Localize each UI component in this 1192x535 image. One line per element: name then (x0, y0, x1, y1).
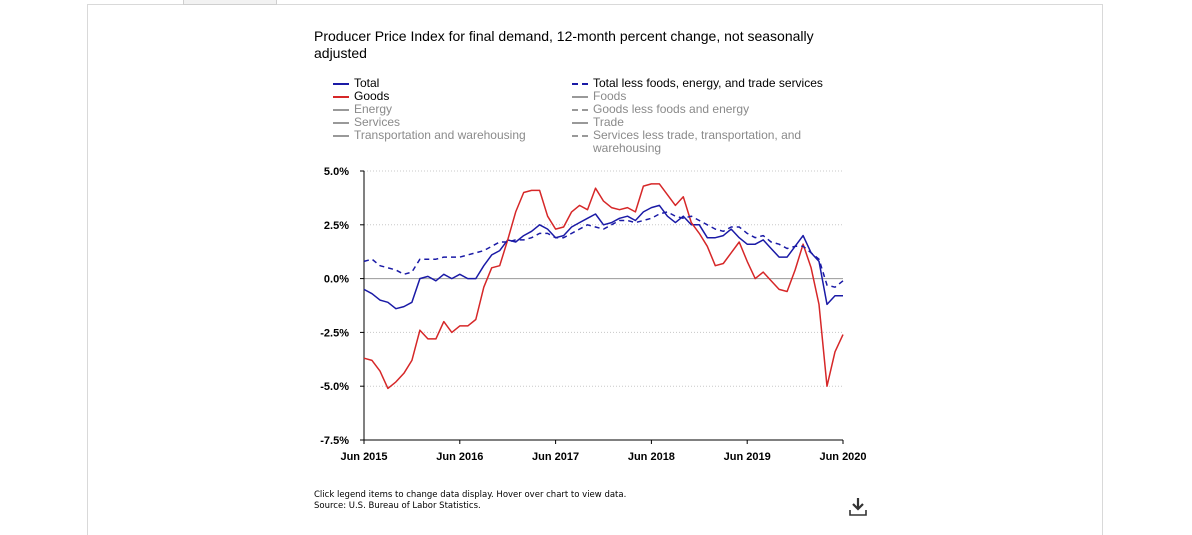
legend-label: Services less trade, transportation, and… (593, 128, 802, 155)
legend-label: Total less foods, energy, and trade serv… (593, 76, 823, 90)
chart-title: Producer Price Index for final demand, 1… (314, 28, 814, 61)
x-tick-label: Jun 2015 (340, 451, 387, 463)
legend-item[interactable]: Goods (333, 90, 563, 103)
legend-swatch (333, 122, 349, 124)
legend-swatch (572, 83, 588, 85)
legend-column-1: Total Goods Energy Services Transportation a… (333, 77, 563, 142)
legend-label: Total (354, 76, 380, 90)
footnote-instructions: Click legend items to change data displa… (314, 490, 627, 500)
x-tick-label: Jun 2017 (532, 451, 579, 463)
legend-swatch (333, 109, 349, 111)
legend-item[interactable]: Foods (572, 90, 852, 103)
legend-label: Goods less foods and energy (593, 102, 750, 116)
y-tick-label: -5.0% (320, 381, 349, 393)
legend-item[interactable]: Trade (572, 116, 852, 129)
series-line-goods (363, 183, 844, 390)
footnote-source: Source: U.S. Bureau of Labor Statistics. (314, 501, 481, 511)
legend-item[interactable]: Total (333, 77, 563, 90)
series-line-total-less-foods-energy-and-trade-services (363, 211, 844, 288)
x-tick-label: Jun 2019 (724, 451, 771, 463)
legend-column-2: Total less foods, energy, and trade serv… (572, 77, 852, 155)
legend-item[interactable]: Energy (333, 103, 563, 116)
legend-label: Services (354, 115, 401, 129)
legend-swatch (572, 109, 588, 111)
y-tick-label: 2.5% (324, 220, 349, 232)
legend-label: Goods (354, 89, 390, 103)
legend-label: Foods (593, 89, 627, 103)
y-tick-label: -2.5% (320, 327, 349, 339)
download-icon[interactable] (847, 495, 869, 517)
legend-swatch (333, 83, 349, 85)
x-tick-label: Jun 2016 (436, 451, 483, 463)
tab[interactable] (183, 0, 277, 5)
plot-area[interactable]: 5.0% 2.5% 0.0% -2.5% -5.0% -7.5% Jun 2015 Jun 2… (0, 0, 1192, 520)
legend-item[interactable]: Transportation and warehousing (333, 129, 563, 142)
legend-item[interactable]: Services (333, 116, 563, 129)
legend-label: Trade (593, 115, 624, 129)
footnote: Click legend items to change data displa… (314, 490, 626, 512)
legend-item[interactable]: Total less foods, energy, and trade serv… (572, 77, 852, 90)
legend-swatch (572, 122, 588, 124)
legend-item[interactable]: Services less trade, transportation, and… (572, 129, 852, 155)
legend-swatch (572, 96, 588, 98)
y-tick-label: 5.0% (324, 166, 349, 178)
legend-label: Transportation and warehousing (354, 128, 526, 142)
legend-item[interactable]: Goods less foods and energy (572, 103, 852, 116)
y-tick-label: -7.5% (320, 435, 349, 447)
y-tick-label: 0.0% (324, 274, 349, 286)
chart-panel (87, 4, 1103, 535)
x-tick-label: Jun 2018 (628, 451, 675, 463)
legend-swatch (333, 135, 349, 137)
legend-label: Energy (354, 102, 393, 116)
legend-swatch (572, 135, 588, 137)
legend-swatch (333, 96, 349, 98)
x-tick-label: Jun 2020 (819, 451, 866, 463)
series-line-total (363, 204, 843, 310)
